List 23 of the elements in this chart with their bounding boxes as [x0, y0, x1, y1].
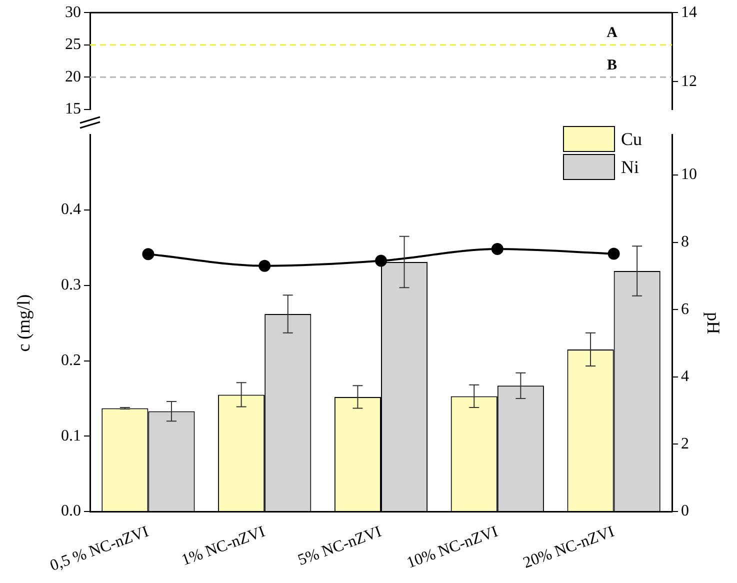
y2-tick-label: 10	[681, 166, 697, 184]
ref-line-label: B	[606, 58, 618, 74]
ref-line-label: A	[606, 25, 618, 42]
y-tick-label: 0.1	[61, 427, 81, 444]
y2-tick-label: 12	[681, 72, 697, 90]
y2-tick-label: 0	[681, 502, 689, 520]
y-tick-label: 0.2	[61, 352, 81, 369]
y2-tick-label: 6	[681, 300, 689, 318]
legend-label: Ni	[620, 156, 639, 178]
y2-axis-title: pH	[703, 312, 724, 334]
legend-label: Cu	[620, 128, 642, 150]
y-tick-label: 0.4	[61, 201, 81, 218]
y-axis-title: c (mg/l)	[14, 294, 34, 352]
y2-tick-label: 4	[681, 368, 689, 386]
y-tick-label: 20	[65, 68, 81, 86]
y-tick-label: 0.3	[61, 276, 81, 294]
y2-tick-label: 8	[681, 234, 689, 250]
y2-tick-label: 14	[681, 4, 697, 21]
y-tick-label: 0.0	[61, 502, 81, 520]
y-tick-label: 30	[65, 4, 81, 21]
y-tick-label: 15	[65, 100, 81, 118]
y-tick-label: 25	[65, 36, 81, 54]
y2-tick-label: 2	[681, 435, 689, 452]
